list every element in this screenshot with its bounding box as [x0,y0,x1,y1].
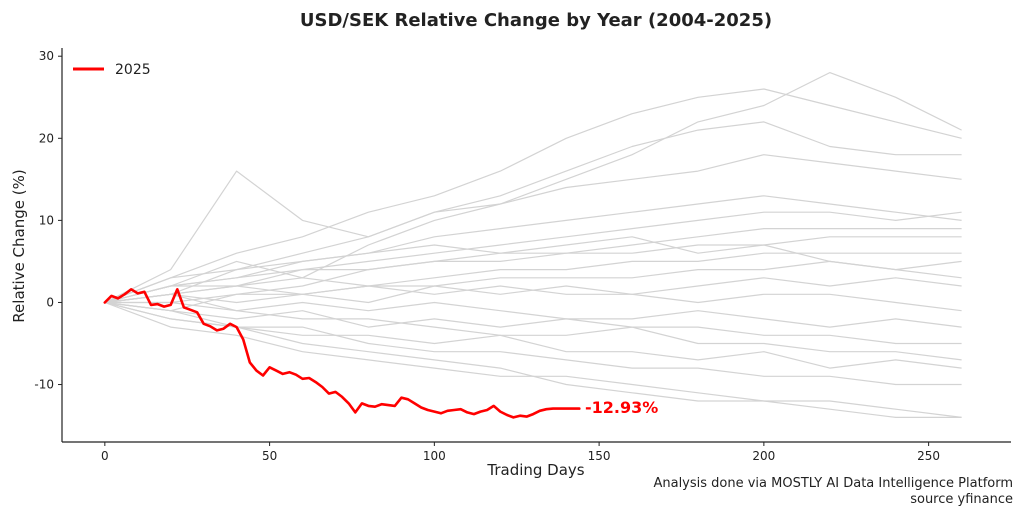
background-series-line-12 [104,301,962,345]
y-tick-label: -10 [34,378,54,392]
x-tick-label: 100 [423,449,446,463]
background-series-line-9 [104,260,962,304]
y-ticks-group: -10 0 10 20 30 [34,49,62,392]
highlight-series-group [103,288,581,419]
background-series-line-18 [104,301,962,328]
background-series-line-15 [104,301,962,418]
background-series-line-19 [104,236,962,304]
background-series-line-14 [104,301,962,386]
x-tick-label: 50 [262,449,277,463]
final-value-annotation: -12.93% [585,398,658,417]
series-line-2025 [103,288,581,419]
axes-group [61,48,1011,443]
x-tick-label: 200 [752,449,775,463]
background-series-line-16 [104,301,962,418]
y-tick-label: 20 [39,131,54,145]
background-series-line-6 [104,228,962,312]
background-series-line-0 [104,72,962,304]
chart-title: USD/SEK Relative Change by Year (2004-20… [300,10,772,31]
x-ticks-group: 0 50 100 150 200 250 [101,442,940,463]
y-tick-label: 0 [46,295,54,309]
background-series-line-13 [104,301,962,369]
background-series-line-11 [104,285,962,312]
legend-label-2025: 2025 [115,62,151,78]
credit-line-2: source yfinance [910,492,1013,507]
background-series-line-3 [104,154,962,304]
x-axis-label: Trading Days [486,461,584,479]
x-tick-label: 150 [588,449,611,463]
background-series-line-5 [104,211,962,304]
credit-line-1: Analysis done via MOSTLY AI Data Intelli… [653,476,1013,491]
background-series-line-7 [104,236,962,304]
background-series-line-4 [104,195,962,304]
background-series-line-2 [104,121,962,304]
background-series-line-17 [104,293,962,361]
background-series-group [104,72,962,418]
y-tick-label: 10 [39,213,54,227]
background-series-line-8 [104,252,962,304]
x-tick-label: 0 [101,449,109,463]
y-axis-label: Relative Change (%) [10,169,28,322]
legend: 2025 [73,62,151,78]
y-tick-label: 30 [39,49,54,63]
background-series-line-1 [104,88,962,304]
x-tick-label: 250 [917,449,940,463]
